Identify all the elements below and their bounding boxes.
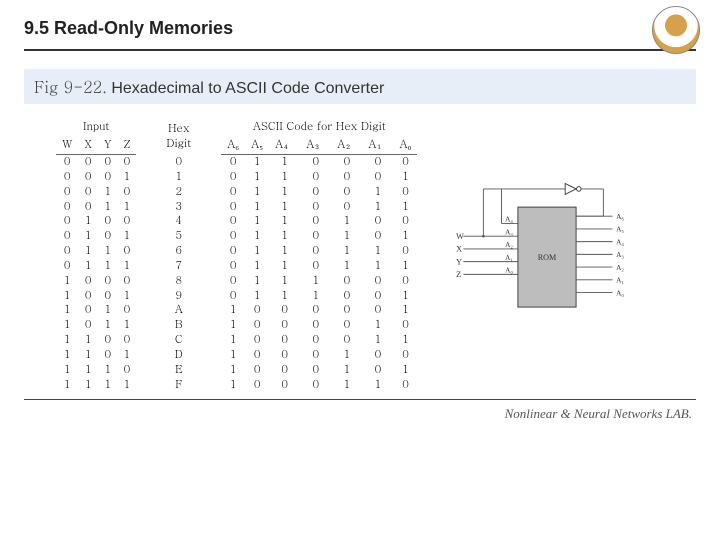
group-header-ascii: ASCII Code for Hex Digit [221, 118, 417, 136]
svg-text:A₀: A₀ [506, 267, 514, 275]
table-body: 0000001100000001101100010010201100100011… [56, 155, 417, 393]
group-header-input: Input [56, 118, 136, 136]
university-logo-icon [652, 6, 700, 54]
col-a5: A₅ [245, 136, 269, 155]
table-row: 000110110001 [56, 170, 417, 185]
table-row: 000000110000 [56, 155, 417, 170]
col-y: Y [98, 136, 118, 155]
table-row: 011170110111 [56, 259, 417, 274]
figure-caption-text: Hexadecimal to ASCII Code Converter [111, 80, 384, 97]
svg-text:A₂: A₂ [617, 264, 625, 272]
footer-text: Nonlinear & Neural Networks LAB. [0, 400, 720, 422]
table-row: 010040110100 [56, 214, 417, 229]
col-a2: A₂ [331, 136, 362, 155]
svg-text:Z: Z [457, 270, 462, 279]
content-area: Input HexDigit ASCII Code for Hex Digit … [0, 114, 720, 393]
table-row: 011060110110 [56, 244, 417, 259]
table-row: 1101D1000100 [56, 348, 417, 363]
svg-text:A₁: A₁ [506, 254, 514, 262]
table-row: 001020110010 [56, 185, 417, 200]
svg-text:Y: Y [457, 257, 463, 266]
figure-number: Fig 9-22. [34, 75, 107, 98]
table-row: 1010A1000001 [56, 303, 417, 318]
figure-caption: Fig 9-22. Hexadecimal to ASCII Code Conv… [24, 69, 696, 104]
group-header-hex: HexDigit [148, 118, 209, 155]
svg-text:A₄: A₄ [617, 238, 625, 246]
page-title: 9.5 Read-Only Memories [24, 18, 233, 39]
table-row: 1011B1000010 [56, 318, 417, 333]
svg-text:A₆: A₆ [617, 213, 625, 221]
svg-text:W: W [457, 232, 465, 241]
truth-table: Input HexDigit ASCII Code for Hex Digit … [56, 118, 417, 393]
table-row: 1111F1000110 [56, 378, 417, 393]
col-a3: A₃ [300, 136, 331, 155]
svg-text:A₁: A₁ [617, 277, 625, 285]
svg-text:A₅: A₅ [617, 226, 625, 234]
col-z: Z [118, 136, 137, 155]
svg-text:ROM: ROM [538, 253, 557, 262]
table-row: 100080111000 [56, 274, 417, 289]
table-header: Input HexDigit ASCII Code for Hex Digit … [56, 118, 417, 155]
svg-text:X: X [457, 245, 463, 254]
header: 9.5 Read-Only Memories [0, 0, 720, 43]
col-x: X [78, 136, 98, 155]
svg-text:A₃: A₃ [617, 251, 625, 259]
col-a0: A₀ [394, 136, 418, 155]
col-w: W [56, 136, 78, 155]
table-row: 010150110101 [56, 229, 417, 244]
column-headers: W X Y Z A₆ A₅ A₄ A₃ A₂ A₁ A₀ [56, 136, 417, 155]
table-row: 1110E1000101 [56, 363, 417, 378]
svg-text:A₂: A₂ [506, 241, 514, 249]
header-rule [24, 49, 696, 51]
svg-text:A₃: A₃ [506, 228, 514, 236]
table-row: 1100C1000011 [56, 333, 417, 348]
table-row: 100190111001 [56, 289, 417, 304]
col-a1: A₁ [362, 136, 393, 155]
col-a4: A₄ [269, 136, 300, 155]
svg-text:A₀: A₀ [617, 289, 625, 297]
rom-diagram: ROM W A₃ X A₂ Y A₁ Z A₀ A₄ A₆ A₅ A₄ A₃ A₂ A₁ A₀ [447, 168, 647, 328]
table-row: 001130110011 [56, 200, 417, 215]
col-a6: A₆ [221, 136, 245, 155]
svg-text:A₄: A₄ [506, 216, 514, 224]
